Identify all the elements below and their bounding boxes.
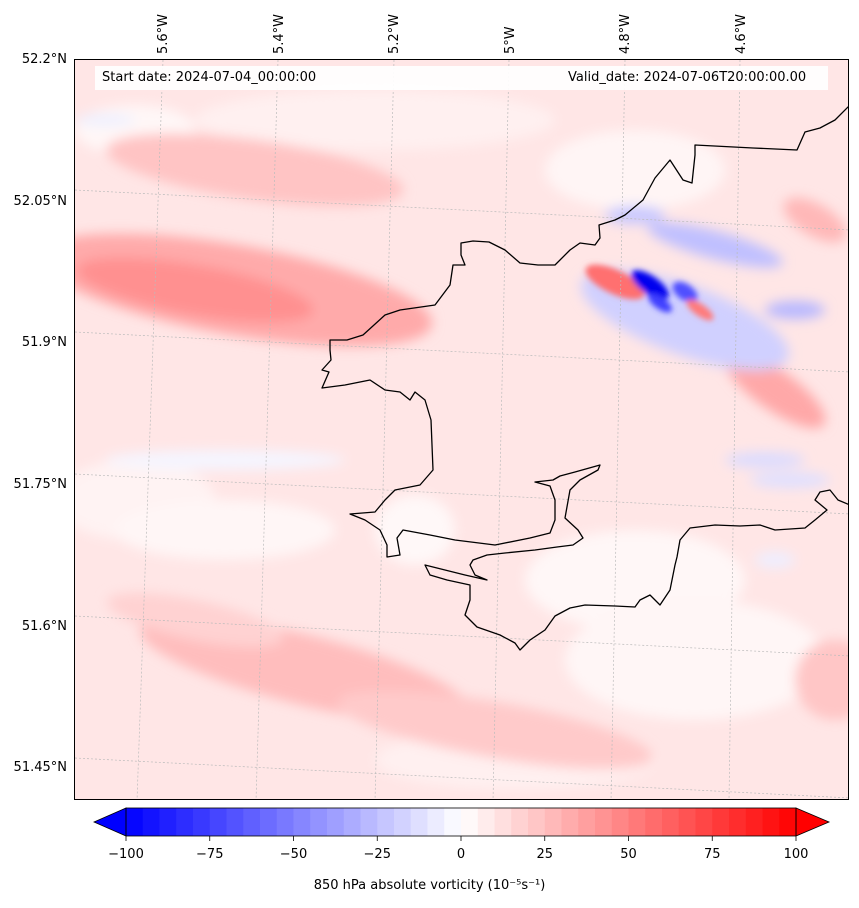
lat-label-52-05n: 52.05°N bbox=[13, 194, 67, 209]
colorbar-tick-label: −25 bbox=[364, 847, 391, 862]
colorbar-cell bbox=[561, 808, 579, 836]
vorticity-core bbox=[585, 264, 714, 321]
lon-label-4-6w: 4.6°W bbox=[734, 13, 749, 54]
lon-label-5-4w: 5.4°W bbox=[272, 13, 287, 54]
lon-label-5-2w: 5.2°W bbox=[387, 13, 402, 54]
colorbar-cell bbox=[628, 808, 646, 836]
colorbar-cell bbox=[327, 808, 345, 836]
colorbar-cell bbox=[779, 808, 797, 836]
colorbar-tick-label: −75 bbox=[196, 847, 223, 862]
colorbar-cell bbox=[226, 808, 244, 836]
colorbar-cell bbox=[662, 808, 680, 836]
lon-label-4-8w: 4.8°W bbox=[618, 13, 633, 54]
colorbar-cell bbox=[678, 808, 697, 836]
colorbar-cell bbox=[142, 808, 161, 836]
colorbar-cell bbox=[377, 808, 395, 836]
colorbar: −100 −75 −50 −25 0 25 50 75 100 bbox=[93, 807, 831, 862]
colorbar-cell bbox=[729, 808, 747, 836]
colorbar-cells bbox=[126, 808, 797, 836]
colorbar-ticks: −100 −75 −50 −25 0 25 50 75 100 bbox=[108, 836, 808, 862]
colorbar-tick-label: 0 bbox=[457, 847, 465, 862]
lon-label-5w: 5°W bbox=[503, 26, 518, 54]
colorbar-cell bbox=[461, 808, 479, 836]
colorbar-tick-label: 25 bbox=[536, 847, 553, 862]
colorbar-cell bbox=[745, 808, 764, 836]
start-date-label: Start date: 2024-07-04_00:00:00 bbox=[102, 70, 317, 85]
gridlines bbox=[75, 60, 848, 799]
colorbar-cell bbox=[427, 808, 445, 836]
colorbar-cell bbox=[310, 808, 328, 836]
colorbar-cell bbox=[477, 808, 496, 836]
colorbar-max-extend bbox=[795, 807, 831, 837]
valid-date-label: Valid_date: 2024-07-06T20:00:00.00 bbox=[568, 70, 807, 85]
colorbar-cell bbox=[126, 808, 144, 836]
colorbar-cell bbox=[578, 808, 596, 836]
map-panel bbox=[74, 59, 849, 800]
colorbar-tick-label: −100 bbox=[108, 847, 144, 862]
colorbar-cell bbox=[193, 808, 211, 836]
colorbar-cell bbox=[343, 808, 362, 836]
lat-label-52-2n: 52.2°N bbox=[21, 52, 67, 67]
lat-label-51-6n: 51.6°N bbox=[21, 619, 67, 634]
colorbar-cell bbox=[176, 808, 194, 836]
colorbar-cell bbox=[444, 808, 462, 836]
colorbar-cell bbox=[159, 808, 177, 836]
lat-label-51-9n: 51.9°N bbox=[21, 335, 67, 350]
colorbar-cell bbox=[544, 808, 563, 836]
colorbar-cell bbox=[410, 808, 429, 836]
lat-label-51-75n: 51.75°N bbox=[13, 477, 67, 492]
colorbar-cell bbox=[712, 808, 730, 836]
colorbar-cell bbox=[762, 808, 780, 836]
vorticity-blobs bbox=[75, 90, 848, 790]
date-header-box bbox=[95, 66, 828, 90]
colorbar-cell bbox=[528, 808, 546, 836]
lon-label-5-6w: 5.6°W bbox=[156, 13, 171, 54]
coastline bbox=[321, 106, 848, 651]
colorbar-cell bbox=[360, 808, 378, 836]
colorbar-cell bbox=[494, 808, 512, 836]
colorbar-cell bbox=[394, 808, 412, 836]
vorticity-field bbox=[75, 60, 848, 799]
colorbar-cell bbox=[260, 808, 278, 836]
colorbar-tick-label: 100 bbox=[784, 847, 809, 862]
colorbar-cell bbox=[276, 808, 295, 836]
colorbar-cell bbox=[611, 808, 630, 836]
colorbar-cell bbox=[595, 808, 613, 836]
colorbar-cell bbox=[293, 808, 311, 836]
lat-label-51-45n: 51.45°N bbox=[13, 760, 67, 775]
colorbar-cell bbox=[243, 808, 261, 836]
colorbar-cell bbox=[645, 808, 663, 836]
colorbar-tick-label: 50 bbox=[620, 847, 637, 862]
colorbar-min-extend bbox=[93, 807, 127, 837]
colorbar-tick-label: 75 bbox=[704, 847, 721, 862]
colorbar-cell bbox=[209, 808, 228, 836]
colorbar-cell bbox=[511, 808, 529, 836]
colorbar-tick-label: −50 bbox=[280, 847, 307, 862]
colorbar-cell bbox=[695, 808, 713, 836]
colorbar-label: 850 hPa absolute vorticity (10⁻⁵s⁻¹) bbox=[313, 878, 546, 893]
